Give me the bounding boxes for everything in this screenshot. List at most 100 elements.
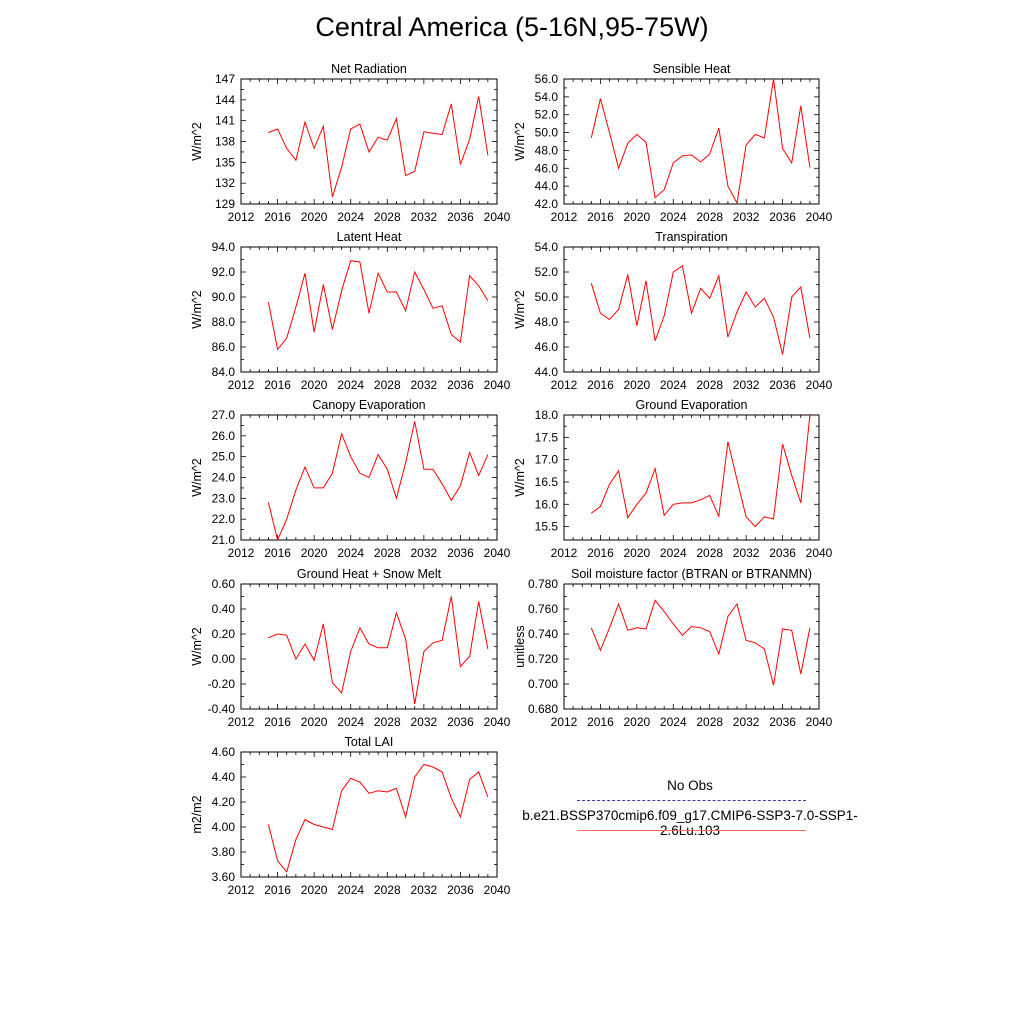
- x-tick-label: 2020: [624, 546, 651, 560]
- y-tick-label: 48.0: [535, 143, 559, 157]
- panel-title: Ground Evaporation: [636, 398, 748, 412]
- x-tick-label: 2032: [411, 546, 438, 560]
- plot-frame: [563, 414, 820, 541]
- y-tick-label: 25.0: [212, 450, 236, 464]
- x-tick-label: 2020: [301, 378, 328, 392]
- x-tick-label: 2012: [228, 715, 255, 729]
- y-tick-label: 52.0: [535, 108, 559, 122]
- x-tick-label: 2040: [806, 210, 833, 224]
- x-tick-label: 2024: [337, 210, 364, 224]
- panel-title: Total LAI: [345, 735, 394, 749]
- x-tick-label: 2040: [484, 378, 511, 392]
- panel-sensible-heat: Sensible Heat W/m^2 2012 2016 2020 2024 2028 20…: [513, 62, 833, 224]
- panel-ground-evaporation: Ground Evaporation W/m^2 2012 2016 2020 2024 2…: [513, 398, 833, 560]
- x-tick-label: 2036: [769, 378, 796, 392]
- x-tick-label: 2012: [228, 210, 255, 224]
- y-axis-label: m2/m2: [190, 795, 204, 833]
- y-tick-label: 0.760: [528, 602, 558, 616]
- x-tick-label: 2024: [660, 546, 687, 560]
- panel-title: Net Radiation: [331, 62, 407, 76]
- series-line: [267, 763, 489, 874]
- x-tick-label: 2028: [696, 210, 723, 224]
- y-tick-label: 23.0: [212, 491, 236, 505]
- y-tick-label: 50.0: [535, 290, 559, 304]
- panel-net-radiation: Net Radiation W/m^2 2012 2016 2020 2024 2028 20…: [190, 62, 511, 224]
- panel-title: Ground Heat + Snow Melt: [297, 567, 442, 581]
- panel-canopy-evaporation: Canopy Evaporation W/m^2 2012 2016 2020 2024 2…: [190, 398, 511, 560]
- y-tick-label: 86.0: [212, 340, 236, 354]
- x-tick-label: 2036: [447, 715, 474, 729]
- y-tick-label: 17.5: [535, 430, 559, 444]
- y-tick-label: 0.720: [528, 652, 558, 666]
- y-axis-label: W/m^2: [190, 290, 204, 329]
- x-tick-label: 2012: [228, 883, 255, 897]
- x-tick-label: 2028: [374, 378, 401, 392]
- x-tick-label: 2012: [551, 546, 578, 560]
- series-line: [267, 260, 489, 351]
- x-tick-label: 2028: [374, 210, 401, 224]
- x-tick-label: 2036: [447, 883, 474, 897]
- x-tick-label: 2036: [769, 715, 796, 729]
- plot-frame: [240, 246, 498, 373]
- y-tick-label: 0.00: [212, 652, 236, 666]
- y-axis-label: W/m^2: [513, 122, 527, 161]
- x-tick-label: 2024: [660, 715, 687, 729]
- x-tick-label: 2032: [733, 546, 760, 560]
- x-tick-label: 2028: [696, 546, 723, 560]
- y-tick-label: 54.0: [535, 90, 559, 104]
- x-tick-label: 2012: [551, 378, 578, 392]
- y-tick-label: 16.0: [535, 497, 559, 511]
- y-tick-label: 27.0: [212, 408, 236, 422]
- x-tick-label: 2020: [301, 715, 328, 729]
- x-tick-label: 2028: [696, 378, 723, 392]
- y-tick-label: 88.0: [212, 315, 236, 329]
- x-tick-label: 2040: [806, 715, 833, 729]
- y-tick-label: 44.0: [535, 365, 559, 379]
- y-tick-label: -0.40: [208, 702, 236, 716]
- y-tick-label: -0.20: [208, 677, 236, 691]
- series-line: [590, 264, 811, 355]
- y-tick-label: 92.0: [212, 265, 236, 279]
- x-tick-label: 2032: [411, 715, 438, 729]
- y-tick-label: 52.0: [535, 265, 559, 279]
- y-tick-label: 56.0: [535, 72, 559, 86]
- y-tick-label: 42.0: [535, 197, 559, 211]
- y-axis-label: unitless: [513, 625, 527, 667]
- y-axis-label: W/m^2: [190, 627, 204, 666]
- y-tick-label: 48.0: [535, 315, 559, 329]
- x-tick-label: 2032: [411, 883, 438, 897]
- y-tick-label: 135: [215, 155, 235, 169]
- series-line: [591, 414, 811, 528]
- panel-total-lai: Total LAI m2/m2 2012 2016 2020 2024 2028 2032 20…: [190, 735, 511, 897]
- y-tick-label: 3.80: [212, 845, 236, 859]
- x-tick-label: 2032: [733, 210, 760, 224]
- x-tick-label: 2040: [484, 883, 511, 897]
- y-tick-label: 4.60: [212, 745, 236, 759]
- y-tick-label: 0.780: [528, 577, 558, 591]
- y-tick-label: 22.0: [212, 512, 236, 526]
- x-tick-label: 2016: [264, 715, 291, 729]
- panel-latent-heat: Latent Heat W/m^2 2012 2016 2020 2024 2028 2032…: [190, 230, 511, 392]
- x-tick-label: 2028: [696, 715, 723, 729]
- x-tick-label: 2028: [374, 883, 401, 897]
- y-tick-label: 46.0: [535, 161, 559, 175]
- x-tick-label: 2016: [587, 378, 614, 392]
- x-tick-label: 2036: [769, 546, 796, 560]
- x-tick-label: 2028: [374, 715, 401, 729]
- y-tick-label: 0.680: [528, 702, 558, 716]
- x-tick-label: 2036: [447, 210, 474, 224]
- y-axis-label: W/m^2: [513, 290, 527, 329]
- x-tick-label: 2032: [411, 378, 438, 392]
- y-tick-label: 4.40: [212, 770, 236, 784]
- x-tick-label: 2016: [264, 210, 291, 224]
- y-tick-label: 18.0: [535, 408, 559, 422]
- x-tick-label: 2020: [301, 210, 328, 224]
- panel-transpiration: Transpiration W/m^2 2012 2016 2020 2024 2028 20…: [513, 230, 833, 392]
- y-tick-label: 16.5: [535, 475, 559, 489]
- y-tick-label: 15.5: [535, 520, 559, 534]
- plot-frame: [563, 246, 820, 373]
- series-line: [268, 96, 489, 198]
- legend-line-model-run: [577, 830, 806, 831]
- x-tick-label: 2032: [411, 210, 438, 224]
